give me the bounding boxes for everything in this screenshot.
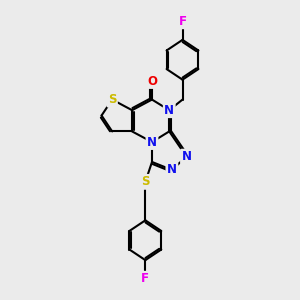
Text: S: S (108, 93, 116, 106)
Text: O: O (147, 74, 157, 88)
Text: F: F (141, 272, 149, 285)
Text: N: N (167, 164, 177, 176)
Text: N: N (147, 136, 157, 148)
Text: N: N (182, 150, 191, 163)
Text: F: F (178, 15, 187, 28)
Text: S: S (141, 175, 150, 188)
Text: N: N (164, 104, 174, 117)
